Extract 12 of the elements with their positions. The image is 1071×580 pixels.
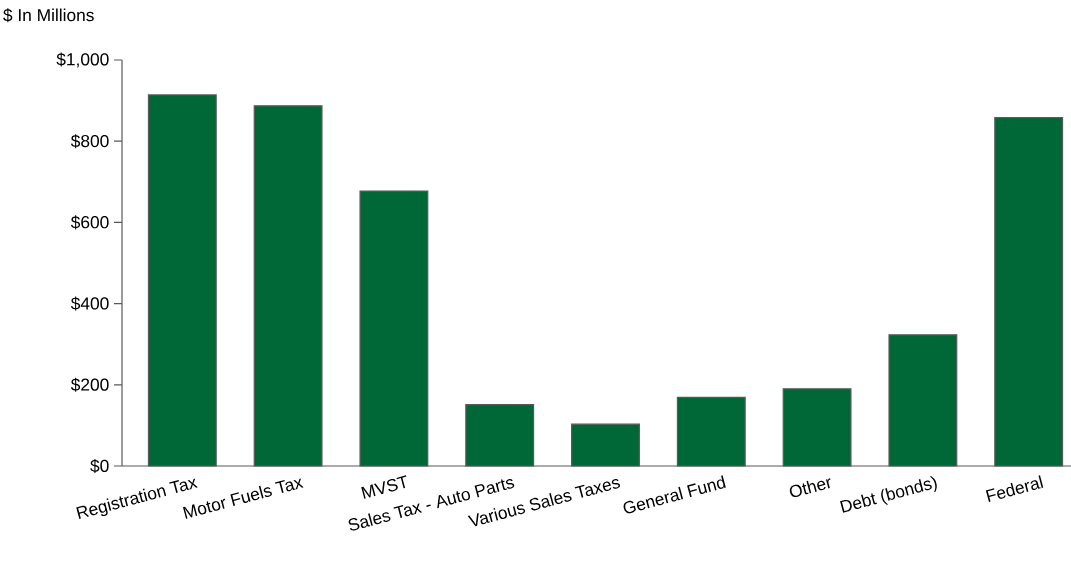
x-tick-label: Debt (bonds) [840, 476, 937, 513]
y-tick-label: $1,000 [56, 52, 109, 68]
x-tick-label: MVST [361, 475, 407, 499]
y-tick-label: $400 [70, 296, 109, 311]
y-tick-label: $600 [70, 215, 109, 230]
x-tick-label: Other [789, 478, 831, 498]
y-tick-label: $200 [70, 377, 109, 392]
y-tick-label: $800 [70, 134, 109, 149]
y-tick-label: $0 [90, 458, 109, 473]
x-tick-label: General Fund [623, 475, 726, 514]
y-axis-title: $ In Millions [3, 8, 94, 23]
x-tick-label: Federal [985, 475, 1044, 503]
